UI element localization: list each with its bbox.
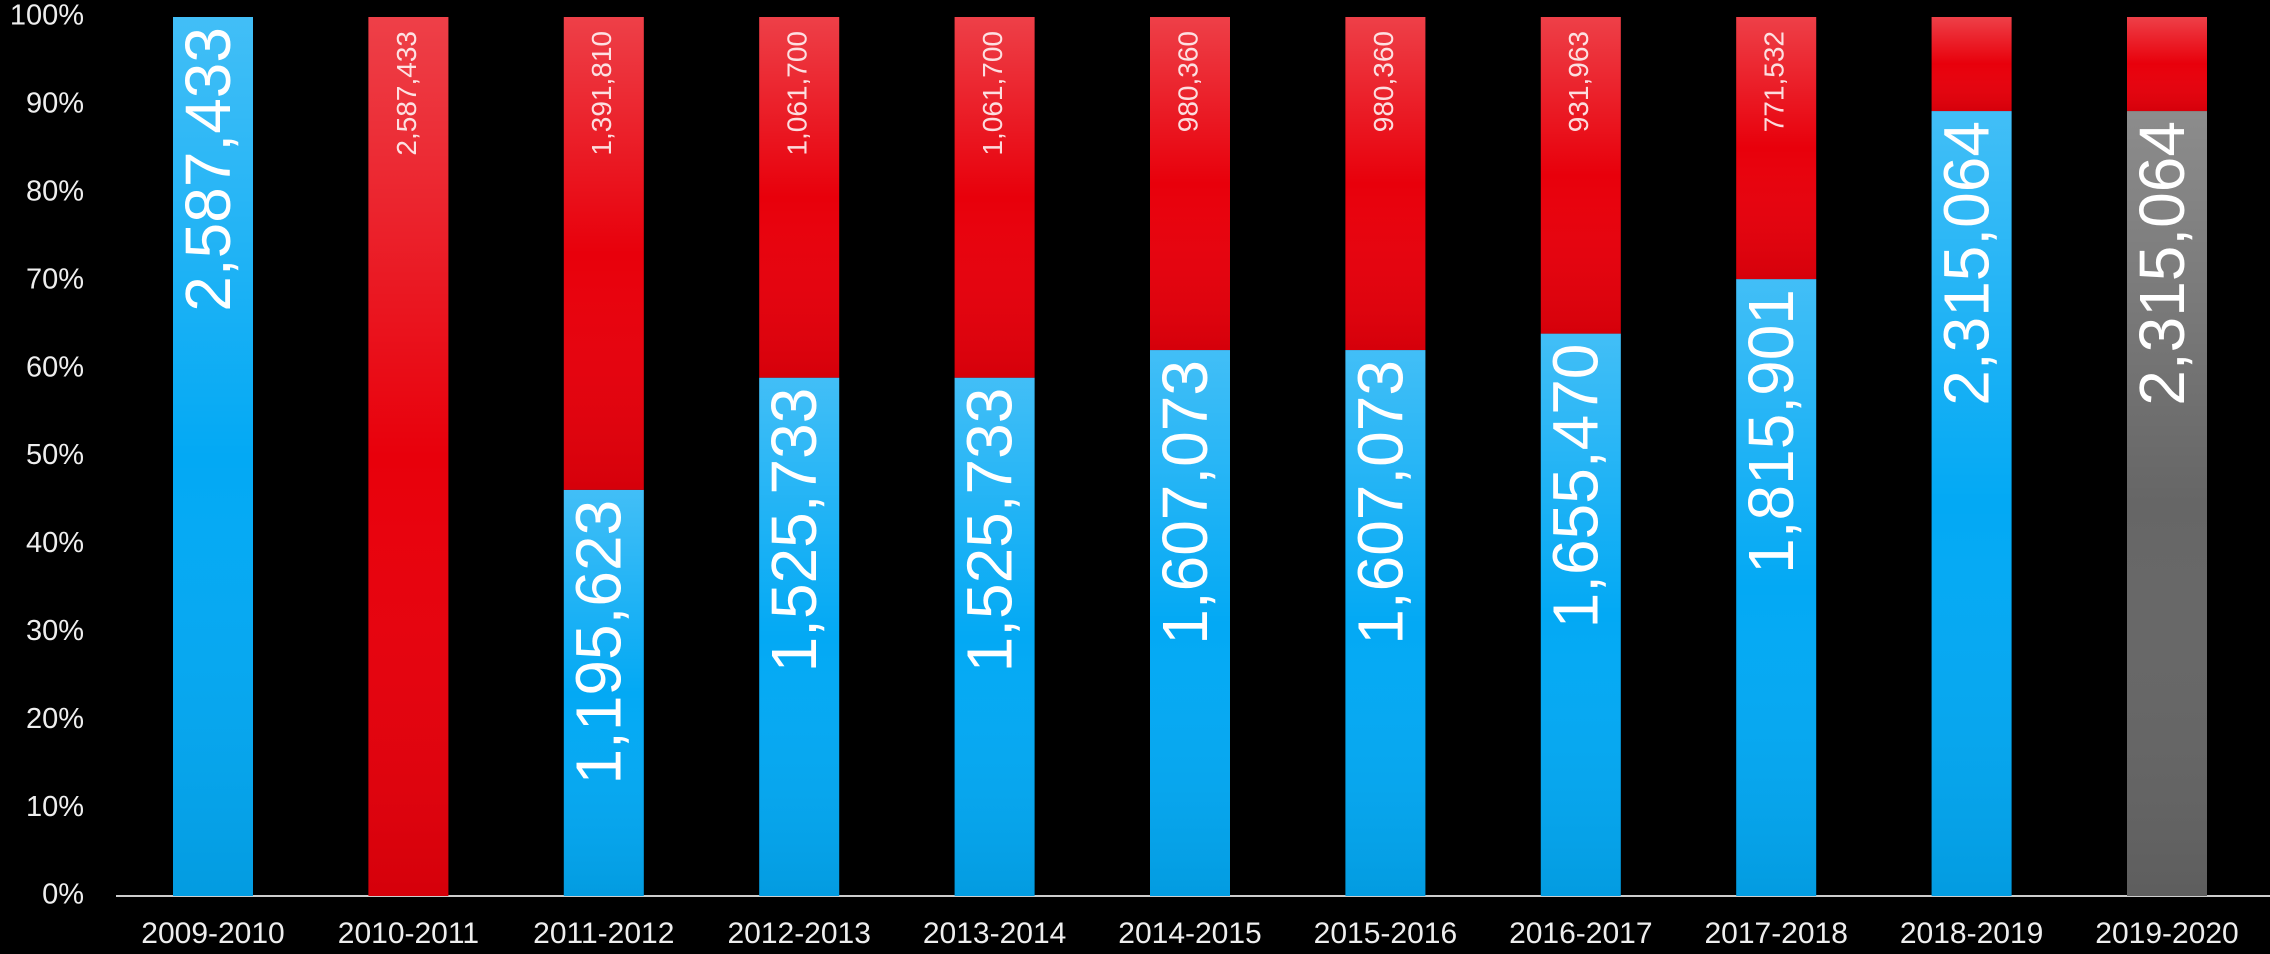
data-label: 980,360 — [1172, 31, 1203, 132]
y-tick-label: 30% — [26, 615, 84, 647]
x-tick-label: 2011-2012 — [533, 917, 674, 950]
y-tick-label: 100% — [10, 0, 84, 32]
x-tick-label: 2013-2014 — [923, 917, 1066, 950]
x-tick-label: 2017-2018 — [1704, 917, 1847, 950]
bar-sheen — [563, 17, 644, 490]
data-label: 1,195,623 — [563, 500, 635, 785]
data-label: 2,587,433 — [391, 31, 422, 156]
x-tick-label: 2010-2011 — [338, 917, 479, 950]
x-tick-label: 2019-2020 — [2095, 917, 2238, 950]
data-label: 2,587,433 — [172, 27, 244, 312]
data-label: 1,655,470 — [1540, 344, 1612, 629]
bar-sheen — [368, 17, 449, 896]
bar-sheen — [759, 377, 840, 897]
y-tick-label: 70% — [26, 263, 84, 295]
bar-sheen — [563, 489, 644, 896]
bar-sheen — [2127, 111, 2207, 896]
y-tick-label: 60% — [26, 351, 84, 383]
data-label: 1,061,700 — [977, 31, 1008, 156]
data-label: 931,963 — [1563, 31, 1594, 132]
data-label: 771,532 — [1759, 31, 1790, 132]
data-label: 1,607,073 — [1344, 360, 1416, 645]
bar-sheen — [954, 377, 1035, 897]
x-tick-label: 2016-2017 — [1509, 917, 1652, 950]
y-tick-label: 20% — [26, 703, 84, 735]
data-label: 1,815,901 — [1735, 289, 1807, 574]
bar-sheen — [1931, 17, 2012, 112]
data-label: 2,315,064 — [1931, 121, 2003, 406]
data-label: 1,607,073 — [1149, 360, 1221, 645]
bar-sheen — [1345, 17, 1426, 351]
bar-sheen — [1345, 350, 1426, 896]
bar-sheen — [954, 17, 1035, 378]
bar-sheen — [759, 17, 840, 378]
bar-sheen — [2127, 17, 2207, 112]
y-tick-label: 0% — [42, 879, 84, 911]
data-label: 1,525,733 — [758, 388, 830, 673]
data-label: 980,360 — [1368, 31, 1399, 132]
x-tick-label: 2018-2019 — [1900, 917, 2043, 950]
bar-sheen — [1736, 17, 1817, 280]
bar-sheen — [1150, 17, 1230, 351]
x-tick-label: 2014-2015 — [1118, 917, 1261, 950]
x-tick-label: 2009-2010 — [141, 917, 284, 950]
y-tick-label: 10% — [26, 791, 84, 823]
y-tick-label: 50% — [26, 439, 84, 471]
y-tick-label: 90% — [26, 88, 84, 120]
bar-sheen — [1540, 333, 1621, 896]
x-tick-label: 2012-2013 — [727, 917, 870, 950]
y-tick-label: 80% — [26, 175, 84, 207]
bar-sheen — [1736, 279, 1817, 897]
data-label: 1,061,700 — [782, 31, 813, 156]
data-label: 1,391,810 — [586, 31, 617, 156]
bar-sheen — [1540, 17, 1621, 334]
bar-sheen — [173, 17, 253, 896]
data-label: 2,315,064 — [2126, 121, 2198, 406]
y-tick-label: 40% — [26, 527, 84, 559]
bar-sheen — [1150, 350, 1230, 896]
bar-sheen — [1931, 111, 2012, 896]
data-label: 1,525,733 — [954, 388, 1026, 673]
x-tick-label: 2015-2016 — [1314, 917, 1457, 950]
